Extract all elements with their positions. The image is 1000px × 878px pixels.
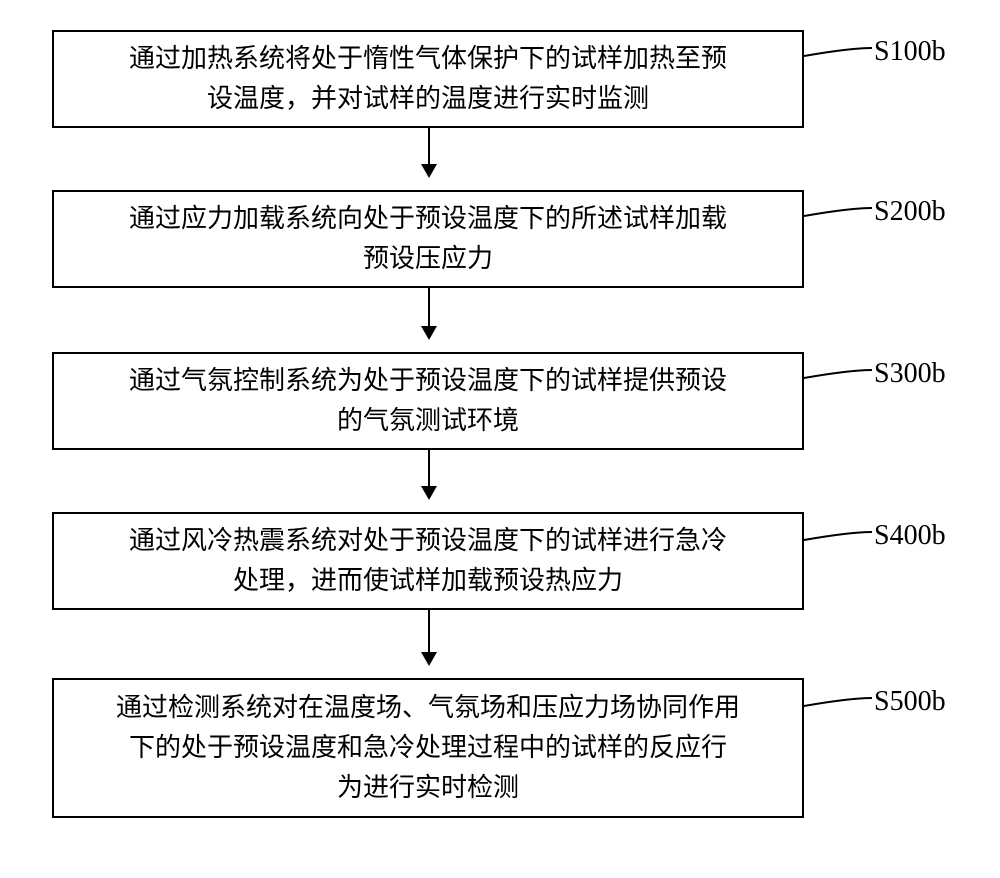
flow-step-label: S400b <box>874 520 946 552</box>
flowchart-canvas: 通过加热系统将处于惰性气体保护下的试样加热至预 设温度，并对试样的温度进行实时监… <box>0 0 1000 878</box>
flow-step-box: 通过应力加载系统向处于预设温度下的所述试样加载 预设压应力 <box>52 190 804 288</box>
leader-line <box>792 520 884 552</box>
flow-step-label: S100b <box>874 36 946 68</box>
flow-arrow <box>428 288 430 338</box>
flow-arrow <box>428 610 430 664</box>
flow-step-box: 通过加热系统将处于惰性气体保护下的试样加热至预 设温度，并对试样的温度进行实时监… <box>52 30 804 128</box>
flow-step-label: S500b <box>874 686 946 718</box>
flow-arrow <box>428 450 430 498</box>
flow-step-box: 通过风冷热震系统对处于预设温度下的试样进行急冷 处理，进而使试样加载预设热应力 <box>52 512 804 610</box>
flow-step-text: 通过气氛控制系统为处于预设温度下的试样提供预设 的气氛测试环境 <box>129 361 727 442</box>
leader-line <box>792 36 884 68</box>
leader-line <box>792 686 884 718</box>
flow-step-box: 通过气氛控制系统为处于预设温度下的试样提供预设 的气氛测试环境 <box>52 352 804 450</box>
leader-line <box>792 358 884 390</box>
flow-step-label: S300b <box>874 358 946 390</box>
flow-step-text: 通过应力加载系统向处于预设温度下的所述试样加载 预设压应力 <box>129 199 727 280</box>
leader-line <box>792 196 884 228</box>
flow-step-box: 通过检测系统对在温度场、气氛场和压应力场协同作用 下的处于预设温度和急冷处理过程… <box>52 678 804 818</box>
flow-step-text: 通过加热系统将处于惰性气体保护下的试样加热至预 设温度，并对试样的温度进行实时监… <box>129 39 727 120</box>
flow-step-label: S200b <box>874 196 946 228</box>
flow-step-text: 通过风冷热震系统对处于预设温度下的试样进行急冷 处理，进而使试样加载预设热应力 <box>129 521 727 602</box>
flow-arrow <box>428 128 430 176</box>
flow-step-text: 通过检测系统对在温度场、气氛场和压应力场协同作用 下的处于预设温度和急冷处理过程… <box>116 688 740 809</box>
